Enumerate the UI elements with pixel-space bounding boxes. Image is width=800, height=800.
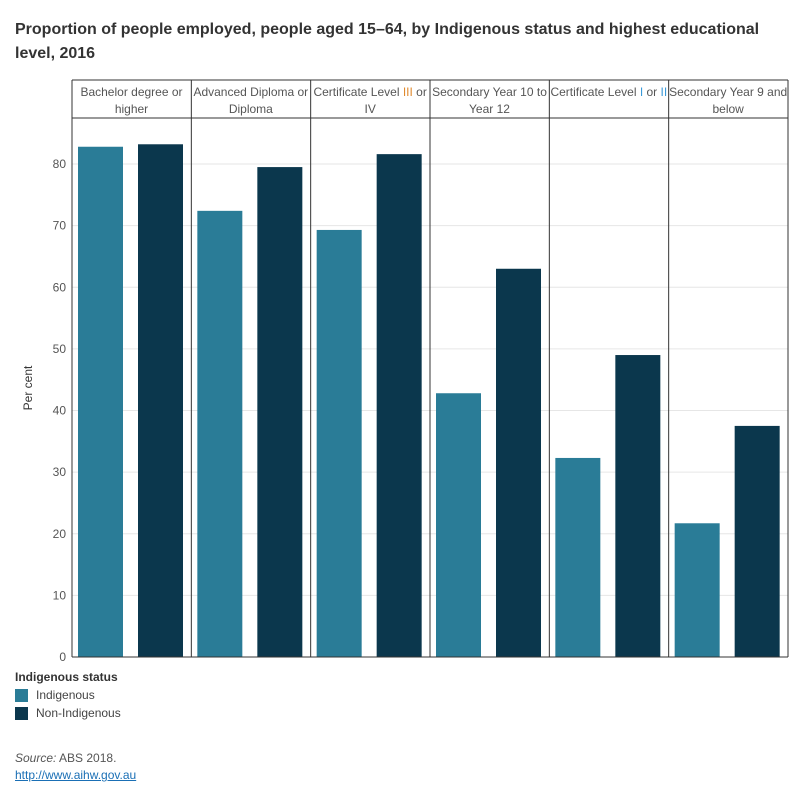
bar-indigenous-2 bbox=[316, 229, 362, 657]
category-header-text: III bbox=[402, 85, 413, 99]
category-header-text: Secondary Year 9 and below bbox=[669, 85, 788, 116]
bar-non-indigenous-3 bbox=[496, 268, 541, 657]
category-header-text: or IV bbox=[364, 85, 427, 116]
category-header-text: Certificate Level bbox=[550, 85, 640, 99]
y-axis-label: Per cent bbox=[21, 365, 35, 410]
legend-label: Indigenous bbox=[36, 688, 95, 702]
source-label: Source: bbox=[15, 751, 57, 765]
bar-non-indigenous-5 bbox=[734, 425, 780, 657]
category-header: Advanced Diploma or Diploma bbox=[191, 84, 310, 118]
legend-label: Non-Indigenous bbox=[36, 706, 121, 720]
y-tick-label: 70 bbox=[53, 219, 67, 233]
legend-title: Indigenous status bbox=[15, 670, 118, 684]
category-header-text: Bachelor degree or higher bbox=[80, 85, 183, 116]
legend-item-non-indigenous[interactable]: Non-Indigenous bbox=[15, 706, 121, 720]
source-note: Source: ABS 2018. http://www.aihw.gov.au bbox=[15, 750, 136, 784]
category-header: Secondary Year 10 to Year 12 bbox=[430, 84, 549, 118]
y-tick-label: 0 bbox=[59, 650, 66, 664]
bar-indigenous-3 bbox=[436, 393, 481, 657]
y-tick-label: 20 bbox=[53, 527, 67, 541]
bar-non-indigenous-2 bbox=[376, 154, 422, 657]
legend-swatch bbox=[15, 688, 28, 702]
bar-non-indigenous-0 bbox=[138, 144, 183, 657]
category-header-text: or bbox=[643, 85, 661, 99]
y-tick-label: 10 bbox=[53, 588, 67, 602]
category-header-text: Secondary Year 10 to Year 12 bbox=[432, 85, 547, 116]
bar-indigenous-0 bbox=[78, 146, 123, 657]
legend-swatch bbox=[15, 706, 28, 720]
y-tick-label: 30 bbox=[53, 465, 67, 479]
legend-item-indigenous[interactable]: Indigenous bbox=[15, 688, 121, 702]
category-header-text: Advanced Diploma or Diploma bbox=[193, 85, 309, 116]
source-link[interactable]: http://www.aihw.gov.au bbox=[15, 768, 137, 782]
y-tick-label: 40 bbox=[53, 404, 67, 418]
source-text: ABS 2018. bbox=[56, 751, 117, 765]
category-header: Certificate Level III or IV bbox=[311, 84, 430, 118]
category-header-text: I bbox=[639, 85, 644, 99]
y-tick-label: 60 bbox=[53, 280, 67, 294]
bar-non-indigenous-4 bbox=[615, 355, 661, 657]
bar-indigenous-1 bbox=[197, 210, 243, 657]
chart-title: Proportion of people employed, people ag… bbox=[15, 21, 760, 62]
category-header: Bachelor degree or higher bbox=[72, 84, 191, 118]
category-header-text: Certificate Level bbox=[313, 85, 403, 99]
legend: Indigenous status Indigenous Non-Indigen… bbox=[15, 670, 121, 720]
bar-non-indigenous-1 bbox=[257, 167, 303, 658]
category-header: Certificate Level I or II bbox=[549, 84, 668, 101]
bar-indigenous-4 bbox=[555, 457, 601, 657]
category-header-text: II bbox=[660, 85, 668, 99]
bar-indigenous-5 bbox=[674, 523, 720, 657]
category-header: Secondary Year 9 and below bbox=[669, 84, 788, 118]
y-tick-label: 80 bbox=[53, 157, 67, 171]
y-tick-label: 50 bbox=[53, 342, 67, 356]
